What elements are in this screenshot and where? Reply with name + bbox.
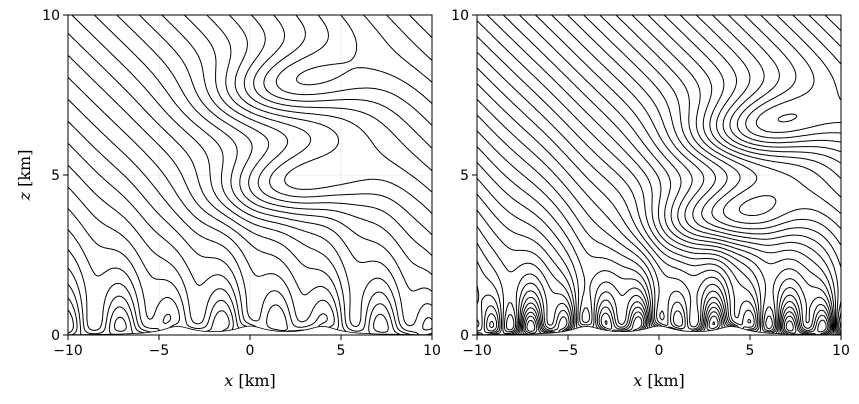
left-x-tick-label-0: −10 bbox=[53, 343, 83, 359]
right-x-tick-label-4: 10 bbox=[832, 343, 850, 359]
left-x-ticks: −10 −5 0 5 10 bbox=[53, 335, 441, 359]
right-contour-1 bbox=[526, 319, 536, 332]
left-panel: −10 −5 0 5 10 0 5 10 x [km] z [km] bbox=[15, 8, 441, 390]
left-contour-9 bbox=[68, 164, 243, 335]
left-terrain bbox=[68, 325, 432, 335]
left-contour-28 bbox=[295, 15, 432, 104]
left-x-tick-label-3: 5 bbox=[337, 343, 346, 359]
left-contour-27 bbox=[275, 15, 432, 126]
left-contour-8 bbox=[68, 186, 235, 335]
left-x-tick-label-2: 0 bbox=[246, 343, 255, 359]
right-contour-9 bbox=[477, 242, 643, 335]
left-y-tick-2: 10 bbox=[42, 8, 68, 24]
left-x-tick-0: −10 bbox=[53, 335, 83, 359]
right-contour-34 bbox=[647, 15, 841, 216]
right-y-tick-0: 0 bbox=[460, 328, 477, 344]
right-y-tick-2: 10 bbox=[451, 8, 477, 24]
left-y-tick-label-1: 5 bbox=[51, 168, 60, 184]
right-x-tick-4: 10 bbox=[832, 335, 850, 359]
right-contour-35 bbox=[663, 15, 841, 198]
right-x-ticks: −10 −5 0 5 10 bbox=[462, 335, 850, 359]
right-y-tick-1: 5 bbox=[460, 168, 477, 184]
right-contour-37 bbox=[695, 15, 841, 164]
right-contour-6 bbox=[477, 296, 557, 335]
right-x-tick-2: 0 bbox=[655, 335, 664, 359]
left-x-tick-3: 5 bbox=[337, 335, 346, 359]
left-x-tick-1: −5 bbox=[149, 335, 170, 359]
right-contour-28 bbox=[551, 15, 837, 335]
right-contour-2 bbox=[524, 315, 538, 334]
right-contours bbox=[477, 15, 841, 335]
left-contour-30 bbox=[386, 15, 432, 61]
right-x-tick-0: −10 bbox=[462, 335, 492, 359]
right-contour-5 bbox=[477, 302, 554, 335]
right-y-tick-label-1: 5 bbox=[460, 168, 469, 184]
left-contour-26 bbox=[263, 15, 432, 149]
left-contour-1 bbox=[68, 309, 74, 334]
right-x-tick-label-0: −10 bbox=[462, 343, 492, 359]
right-y-ticks: 0 5 10 bbox=[451, 8, 477, 344]
right-contour-18 bbox=[477, 98, 794, 335]
left-x-tick-4: 10 bbox=[423, 335, 441, 359]
right-contour-45 bbox=[824, 15, 841, 32]
left-y-tick-1: 5 bbox=[51, 168, 68, 184]
left-contour-16 bbox=[71, 15, 412, 335]
right-contour-42 bbox=[776, 15, 841, 123]
left-y-tick-label-2: 10 bbox=[42, 8, 60, 24]
right-contour-41 bbox=[755, 15, 841, 133]
right-y-tick-label-2: 10 bbox=[451, 8, 469, 24]
left-y-axis-label: z [km] bbox=[15, 150, 34, 202]
right-contour-27 bbox=[535, 15, 834, 335]
right-contour-38 bbox=[712, 15, 841, 153]
left-contour-4 bbox=[68, 267, 146, 335]
left-x-tick-label-1: −5 bbox=[149, 343, 170, 359]
right-contour-43 bbox=[792, 15, 841, 65]
right-contour-29 bbox=[567, 15, 840, 335]
left-contour-25 bbox=[253, 15, 432, 172]
right-x-tick-1: −5 bbox=[558, 335, 579, 359]
right-contour-44 bbox=[808, 15, 841, 48]
right-contour-22 bbox=[477, 36, 829, 335]
left-contour-12 bbox=[68, 98, 328, 335]
right-x-tick-label-2: 0 bbox=[655, 343, 664, 359]
left-contour-23 bbox=[228, 15, 432, 214]
left-contour-31 bbox=[408, 15, 432, 38]
left-y-tick-0: 0 bbox=[51, 328, 68, 344]
right-x-tick-label-3: 5 bbox=[746, 343, 755, 359]
right-contour-30 bbox=[583, 15, 841, 335]
left-contour-29 bbox=[363, 15, 432, 83]
right-x-tick-label-1: −5 bbox=[558, 343, 579, 359]
left-x-axis-label: x [km] bbox=[224, 371, 275, 390]
left-contour-19 bbox=[139, 15, 432, 292]
right-contour-31 bbox=[599, 15, 841, 334]
left-x-tick-label-4: 10 bbox=[423, 343, 441, 359]
right-terrain bbox=[477, 325, 841, 335]
right-contour-39 bbox=[728, 15, 841, 144]
right-panel: −10 −5 0 5 10 0 5 10 x [km] bbox=[451, 8, 850, 390]
left-contour-17 bbox=[93, 15, 432, 335]
left-contours bbox=[68, 15, 432, 335]
left-contour-24 bbox=[243, 15, 432, 193]
right-x-axis-label: x [km] bbox=[633, 371, 684, 390]
right-x-tick-3: 5 bbox=[746, 335, 755, 359]
left-contour-3 bbox=[68, 283, 136, 335]
right-contour-40 bbox=[744, 15, 841, 139]
right-y-tick-label-0: 0 bbox=[460, 328, 469, 344]
left-y-tick-label-0: 0 bbox=[51, 328, 60, 344]
left-x-tick-2: 0 bbox=[246, 335, 255, 359]
left-y-ticks: 0 5 10 bbox=[42, 8, 68, 344]
left-contour-20 bbox=[161, 15, 432, 276]
